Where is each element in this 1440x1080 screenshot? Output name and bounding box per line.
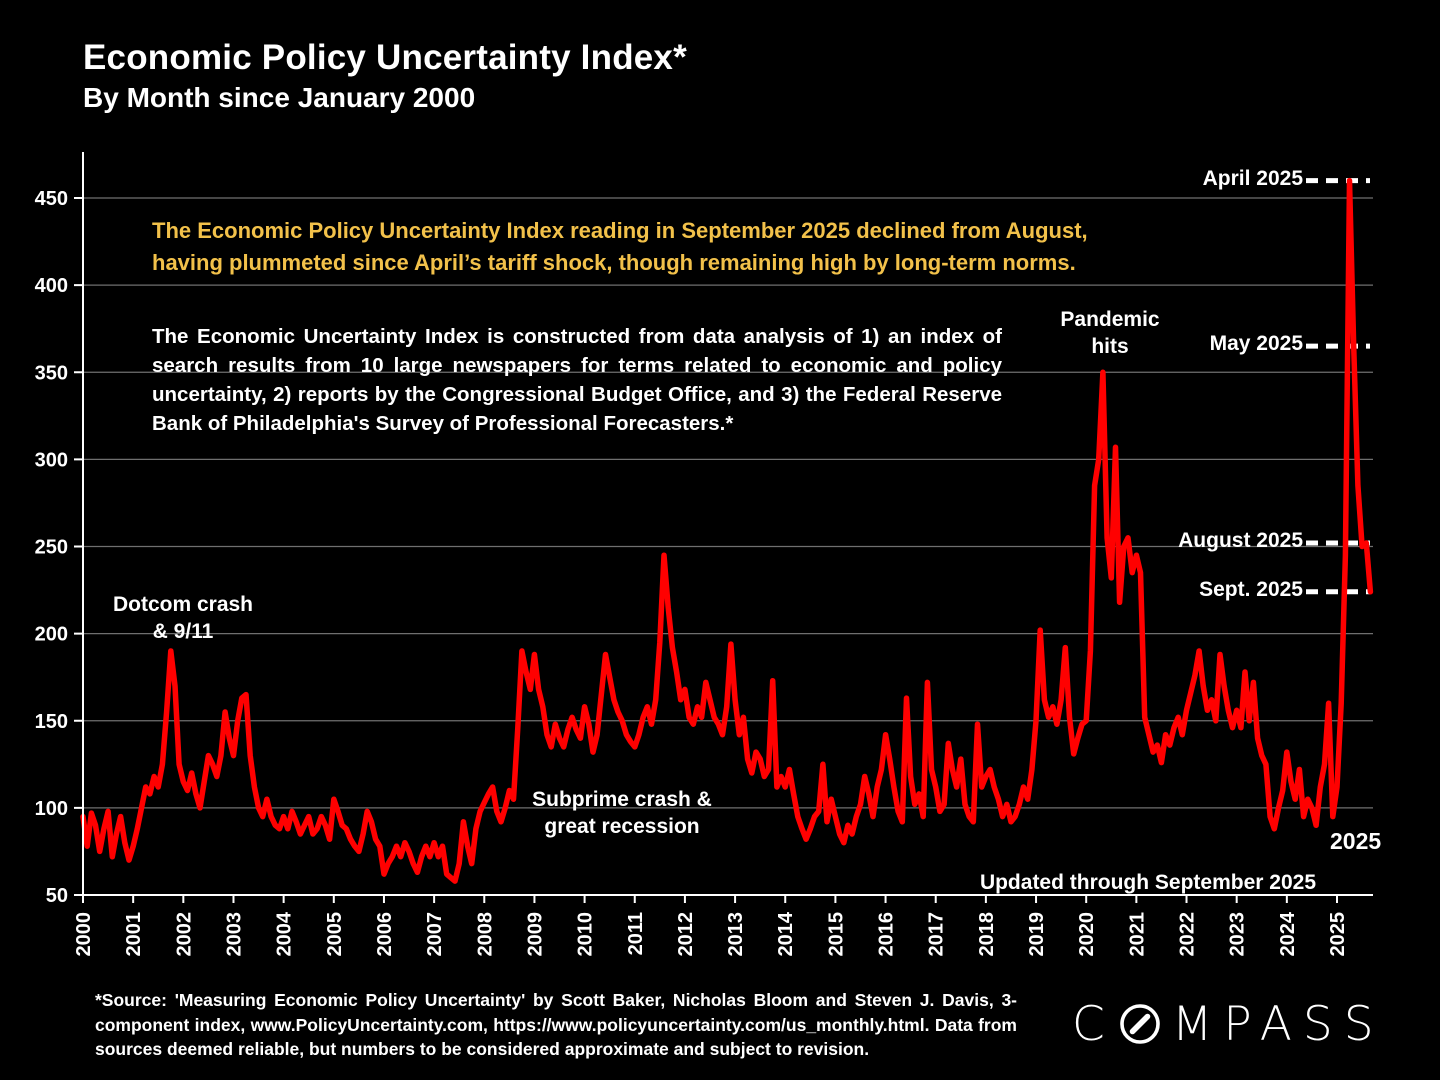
svg-text:2025: 2025 (1327, 912, 1349, 957)
annotation-pandemic-hits: Pandemic hits (1060, 308, 1160, 358)
svg-text:2007: 2007 (424, 912, 446, 957)
page-title: Economic Policy Uncertainty Index* (83, 38, 687, 77)
updated-through-label: Updated through September 2025 (979, 871, 1316, 894)
svg-text:2013: 2013 (725, 912, 747, 957)
callout-label-sept-2025: Sept. 2025 (1199, 577, 1303, 601)
svg-text:200: 200 (35, 624, 68, 646)
svg-text:2000: 2000 (73, 912, 95, 957)
source-footnote: *Source: 'Measuring Economic Policy Unce… (95, 990, 1017, 1059)
svg-text:2017: 2017 (926, 912, 948, 957)
svg-text:2011: 2011 (625, 912, 647, 955)
svg-text:2001: 2001 (123, 912, 145, 957)
svg-text:2003: 2003 (223, 912, 245, 957)
callout-label-april-2025: April 2025 (1202, 166, 1303, 190)
callout-label-may-2025: May 2025 (1209, 332, 1303, 356)
svg-text:100: 100 (35, 798, 68, 820)
svg-text:2010: 2010 (575, 912, 597, 957)
svg-text:2022: 2022 (1177, 912, 1199, 957)
svg-text:350: 350 (35, 362, 68, 384)
annotation-dotcom-crash: Dotcom crash & 9/11 (112, 593, 254, 643)
compass-needle-icon (1120, 1004, 1160, 1044)
svg-text:2021: 2021 (1126, 912, 1148, 957)
svg-text:2015: 2015 (825, 912, 847, 957)
svg-text:250: 250 (35, 537, 68, 559)
svg-text:2024: 2024 (1277, 911, 1299, 956)
svg-text:2023: 2023 (1227, 912, 1249, 957)
svg-text:50: 50 (46, 885, 68, 907)
highlight-line1: The Economic Policy Uncertainty Index re… (152, 218, 1088, 243)
highlight-text: The Economic Policy Uncertainty Index re… (152, 215, 1152, 278)
svg-text:2005: 2005 (324, 912, 346, 957)
svg-text:2012: 2012 (675, 912, 697, 957)
page-subtitle: By Month since January 2000 (83, 82, 476, 113)
compass-logo-text-right: MPASS (1171, 996, 1385, 1052)
svg-text:2006: 2006 (374, 912, 396, 957)
annotation-subprime-crash: Subprime crash & great recession (532, 788, 712, 838)
svg-text:2020: 2020 (1076, 912, 1098, 957)
compass-logo: C MPASS (1072, 996, 1412, 1052)
svg-text:2002: 2002 (173, 912, 195, 957)
svg-text:2009: 2009 (524, 912, 546, 957)
svg-text:2008: 2008 (474, 912, 496, 957)
svg-text:400: 400 (35, 275, 68, 297)
svg-text:150: 150 (35, 711, 68, 733)
callout-label-august-2025: August 2025 (1178, 529, 1303, 552)
svg-text:2018: 2018 (976, 912, 998, 957)
svg-text:2014: 2014 (775, 911, 797, 956)
svg-text:300: 300 (35, 449, 68, 471)
svg-text:2004: 2004 (274, 911, 296, 956)
svg-text:450: 450 (35, 188, 68, 210)
compass-logo-text-left: C (1072, 996, 1116, 1052)
svg-text:2019: 2019 (1026, 912, 1048, 957)
annotation-2025: 2025 (1330, 828, 1382, 854)
highlight-line2: having plummeted since April’s tariff sh… (152, 249, 1076, 275)
index-description: The Economic Uncertainty Index is constr… (152, 325, 1002, 435)
svg-text:2016: 2016 (876, 912, 898, 957)
